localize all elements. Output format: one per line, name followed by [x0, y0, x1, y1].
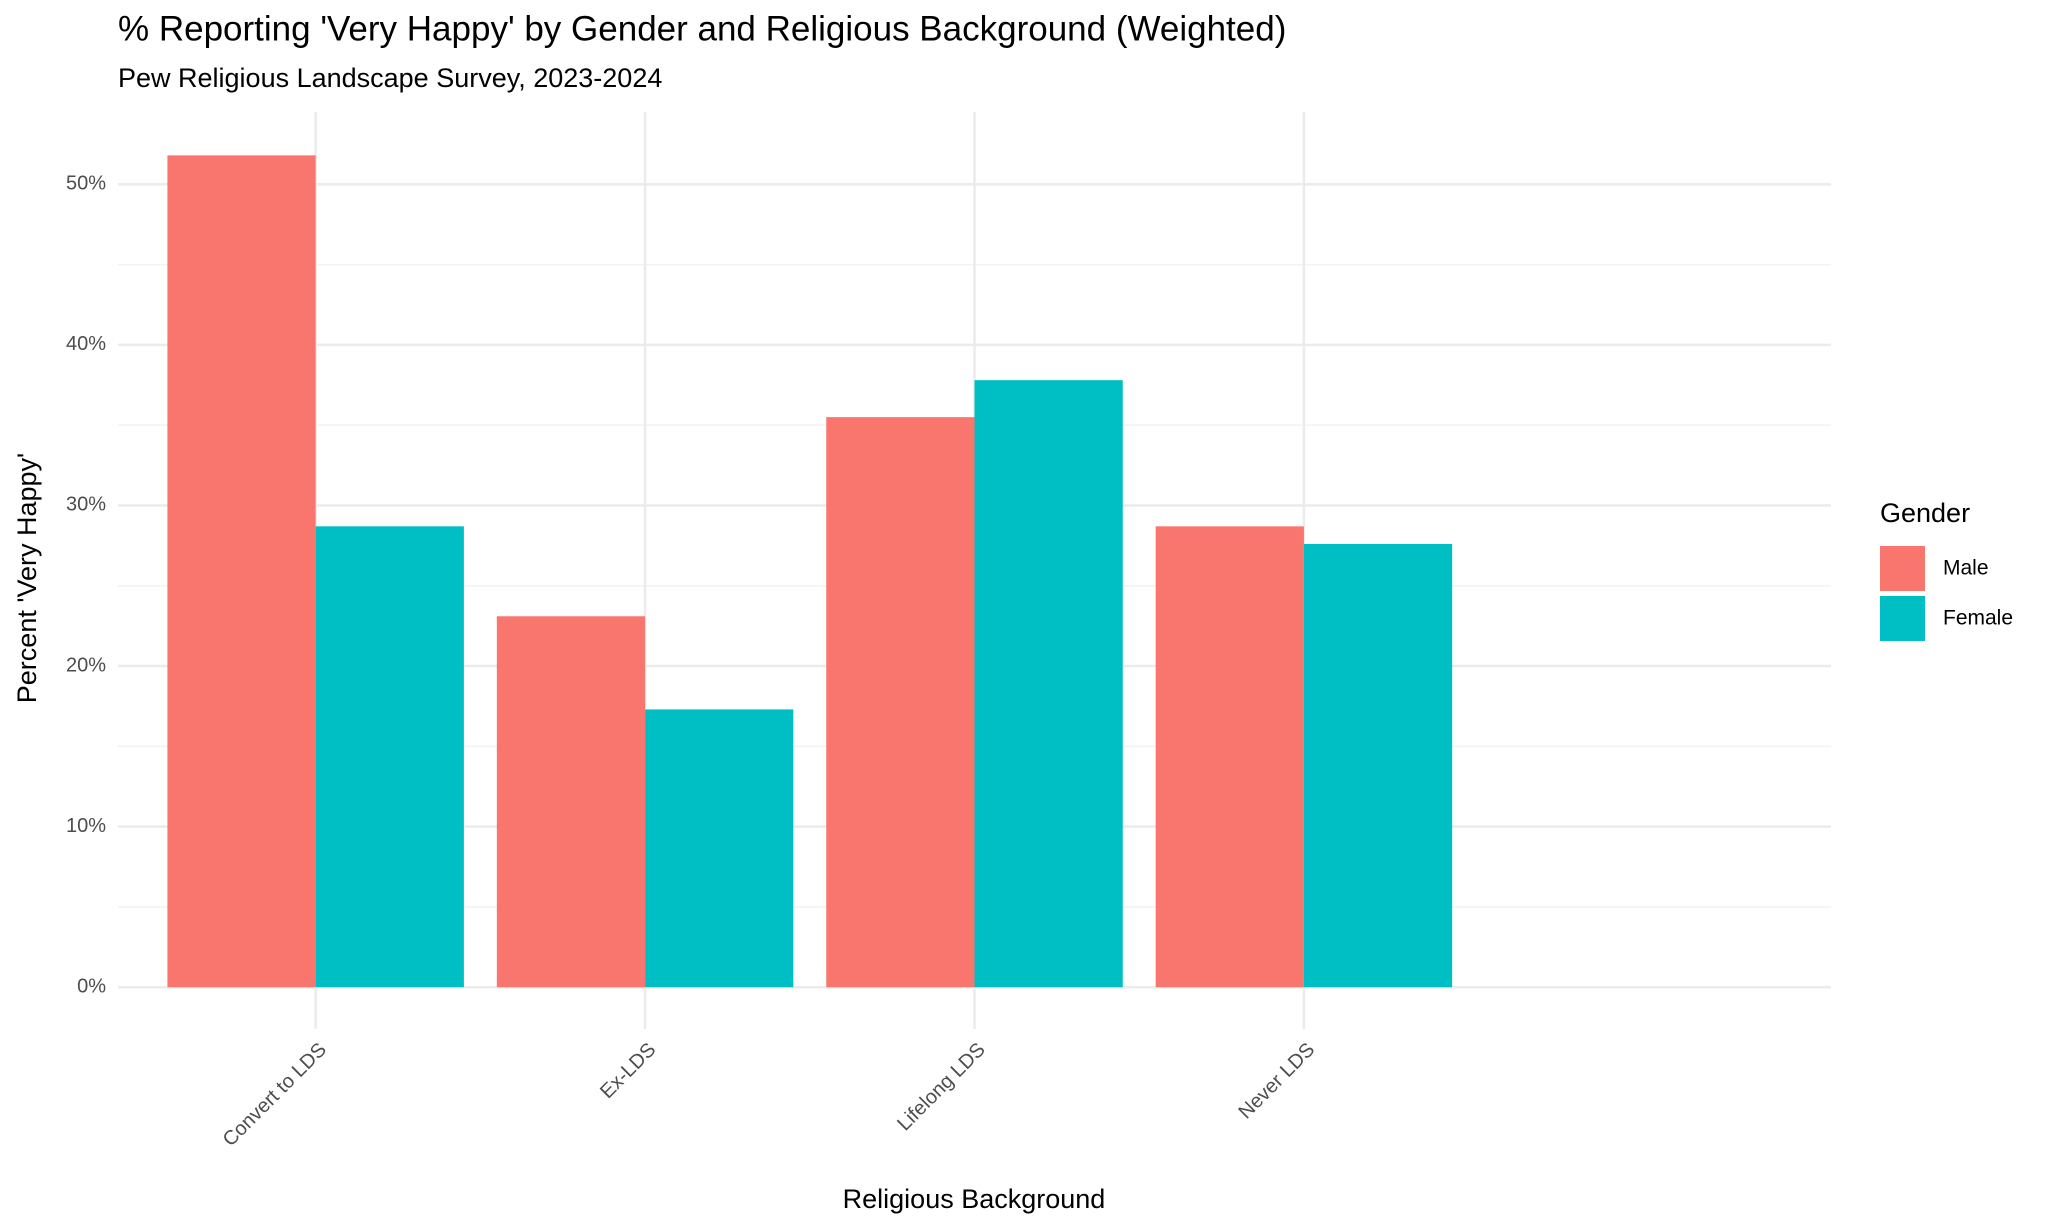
y-tick-label: 10% [66, 815, 106, 837]
y-tick-label: 0% [77, 976, 106, 998]
bar [826, 417, 975, 988]
bar [645, 709, 794, 988]
x-tick-label: Convert to LDS [219, 1039, 331, 1151]
bar [496, 616, 646, 988]
bar [1155, 526, 1304, 988]
y-axis-title: Percent 'Very Happy' [12, 453, 42, 703]
y-tick-label: 40% [66, 333, 106, 355]
legend-label: Female [1943, 607, 2013, 630]
bars [167, 155, 1453, 988]
legend-key [1880, 546, 1925, 591]
bar [974, 380, 1123, 988]
chart-subtitle: Pew Religious Landscape Survey, 2023-202… [118, 63, 662, 93]
y-tick-label: 30% [66, 494, 106, 516]
legend-label: Male [1943, 557, 1989, 580]
legend-key [1880, 596, 1925, 641]
x-tick-label: Ex-LDS [596, 1039, 660, 1103]
x-axis-title: Religious Background [843, 1184, 1106, 1214]
bar [315, 526, 464, 988]
chart-title: % Reporting 'Very Happy' by Gender and R… [118, 9, 1286, 48]
x-tick-label: Lifelong LDS [893, 1039, 990, 1136]
y-tick-label: 50% [66, 173, 106, 195]
x-tick-label: Never LDS [1234, 1039, 1319, 1124]
bar [1303, 544, 1453, 988]
bar [167, 155, 316, 988]
legend-title: Gender [1880, 498, 1970, 528]
y-tick-label: 20% [66, 654, 106, 676]
